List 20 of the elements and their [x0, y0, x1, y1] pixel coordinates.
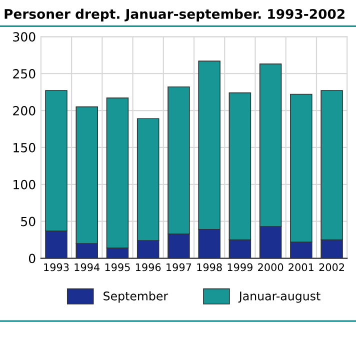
y-tick-label: 200 [13, 106, 36, 116]
y-tick-label: 0 [28, 254, 36, 264]
x-tick-label: 1994 [74, 263, 100, 272]
y-tick-label: 100 [14, 180, 36, 190]
chart-title: Personer drept. Januar-september. 1993-2002 [4, 8, 344, 22]
x-tick-label: 2000 [258, 263, 284, 272]
y-tick-label: 150 [14, 142, 36, 152]
y-tick-label: 300 [13, 32, 36, 42]
x-tick-label: 1997 [166, 263, 192, 272]
legend-label: Januar-august [238, 292, 320, 303]
y-tick-label: 50 [21, 216, 36, 226]
x-tick-label: 1993 [44, 263, 69, 272]
x-tick-label: 1999 [228, 263, 252, 272]
y-tick-label: 250 [13, 69, 36, 79]
x-tick-label: 2002 [319, 263, 344, 272]
x-tick-label: 1998 [197, 263, 222, 272]
x-tick-label: 1996 [136, 263, 161, 272]
legend-label: September [104, 291, 168, 303]
x-tick-label: 1995 [105, 263, 130, 272]
x-tick-label: 2001 [288, 263, 314, 272]
